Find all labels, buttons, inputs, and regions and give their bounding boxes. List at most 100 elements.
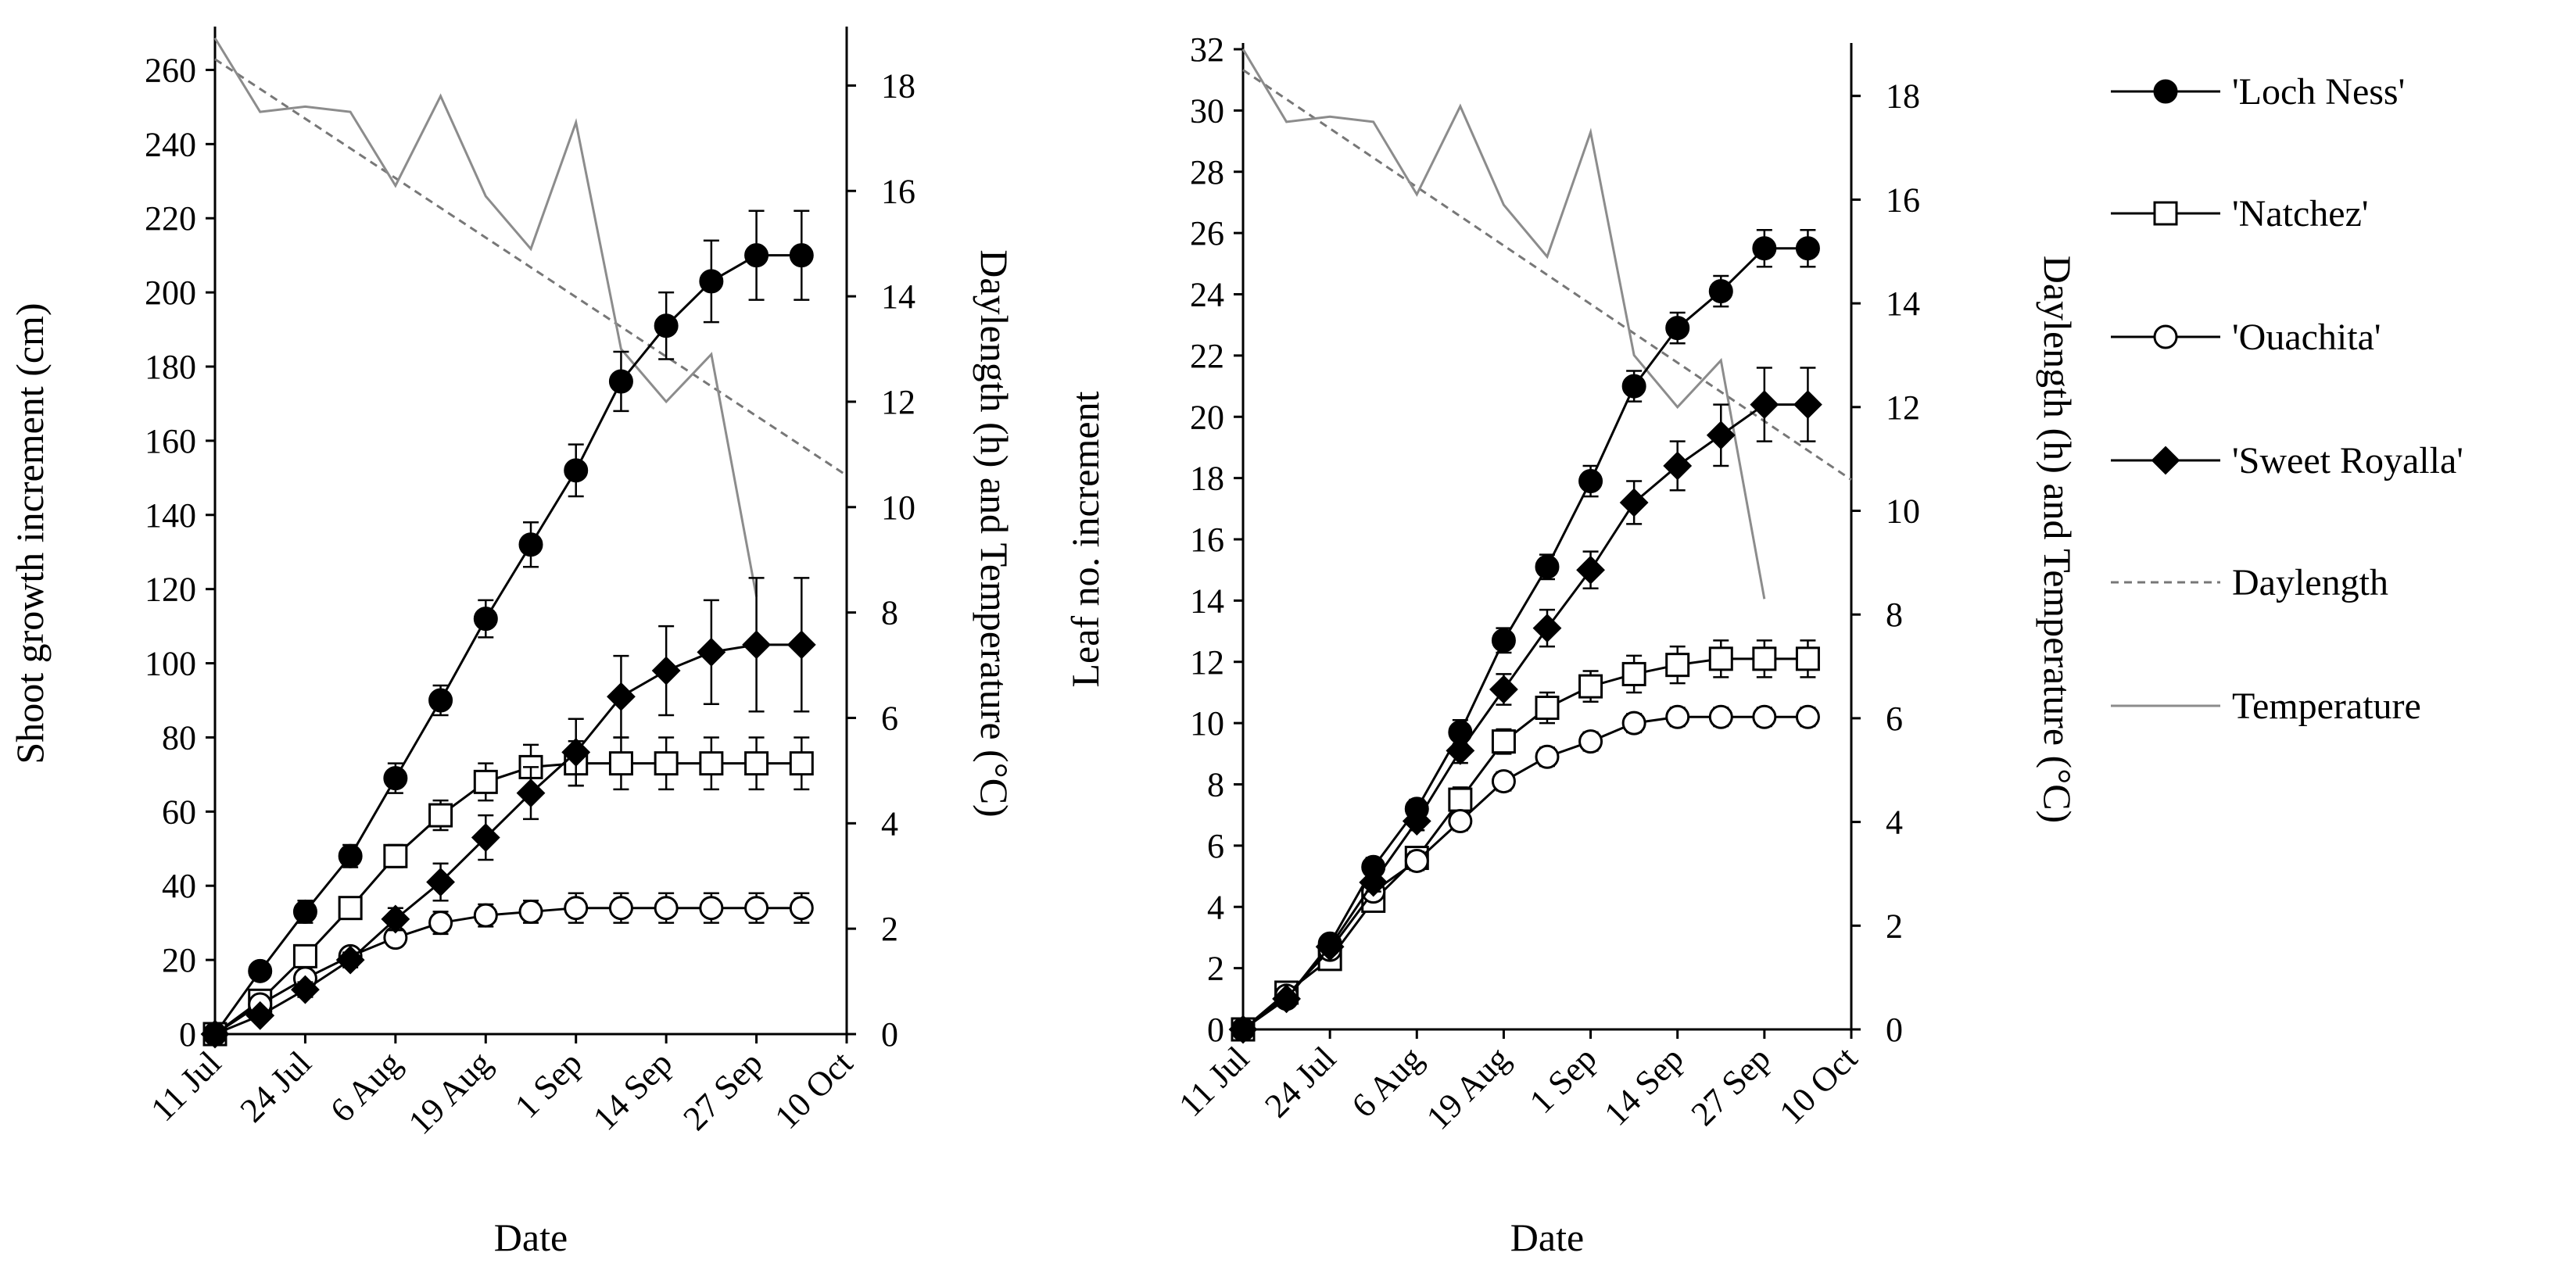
series-filled-circle <box>202 209 814 1047</box>
legend-marker <box>2153 79 2178 104</box>
data-point <box>564 896 589 921</box>
y2-tick-label: 14 <box>1886 285 1920 323</box>
data-point <box>1228 1015 1258 1044</box>
x-tick-label: 27 Sep <box>1684 1039 1778 1133</box>
data-point <box>248 958 273 983</box>
y-tick-label: 12 <box>1190 643 1224 682</box>
series-filled-diamond <box>1228 367 1822 1044</box>
data-point <box>1491 769 1516 794</box>
legend-label: 'Loch Ness' <box>2232 71 2405 113</box>
x-tick-label: 27 Sep <box>675 1043 769 1137</box>
data-point <box>471 823 500 852</box>
data-point <box>1272 984 1301 1014</box>
y2-tick-label: 2 <box>881 910 898 948</box>
daylength-line <box>214 58 847 477</box>
y-tick-label: 260 <box>145 51 196 89</box>
x-tick-label: 19 Aug <box>401 1043 499 1141</box>
x-tick-label: 1 Sep <box>1522 1039 1604 1121</box>
data-point <box>473 769 498 794</box>
data-point <box>1795 704 1820 729</box>
data-point <box>608 896 633 921</box>
data-point <box>608 751 633 776</box>
series-filled-circle <box>1231 228 1820 1042</box>
y2-tick-label: 2 <box>1886 907 1903 945</box>
y-tick-label: 20 <box>162 941 196 979</box>
data-point <box>1708 279 1733 304</box>
data-point <box>789 751 814 776</box>
y-tick-label: 26 <box>1190 214 1224 252</box>
y-tick-label: 180 <box>145 348 196 386</box>
data-point <box>607 682 636 711</box>
y2-tick-label: 12 <box>1886 388 1920 427</box>
data-point <box>654 751 679 776</box>
data-point <box>335 945 365 975</box>
data-point <box>518 899 543 924</box>
y-tick-label: 24 <box>1190 276 1224 314</box>
x-tick-label: 14 Sep <box>586 1043 679 1137</box>
y-tick-label: 60 <box>162 793 196 831</box>
data-point <box>1578 729 1603 754</box>
y-tick-label: 0 <box>1207 1011 1224 1049</box>
x-tick-label: 11 Jul <box>1171 1039 1256 1124</box>
y-tick-label: 22 <box>1190 337 1224 375</box>
legend-label: Daylength <box>2232 562 2388 603</box>
data-point <box>1535 696 1560 721</box>
y-tick-label: 30 <box>1190 91 1224 130</box>
data-point <box>426 868 455 897</box>
y-tick-label: 200 <box>145 274 196 312</box>
data-point <box>608 369 633 394</box>
data-point <box>699 269 724 294</box>
data-point <box>245 1000 275 1030</box>
data-point <box>1665 316 1690 341</box>
data-point <box>1535 554 1560 579</box>
y2-tick-label: 6 <box>881 699 898 737</box>
daylength-line <box>1242 69 1852 481</box>
data-point <box>473 903 498 928</box>
data-point <box>742 630 771 660</box>
y-tick-label: 14 <box>1190 582 1224 620</box>
x-axis-title: Date <box>1510 1215 1584 1259</box>
legend-marker <box>2153 201 2178 226</box>
data-point <box>383 766 408 791</box>
x-tick-label: 14 Sep <box>1597 1039 1691 1133</box>
data-point <box>291 975 320 1004</box>
legend-item: Daylength <box>2111 562 2388 603</box>
data-point <box>699 751 724 776</box>
data-point <box>428 911 453 936</box>
series-open-circle <box>1231 704 1820 1042</box>
data-point <box>1359 868 1388 897</box>
series-open-square <box>202 736 814 1047</box>
legend-marker <box>2153 324 2178 349</box>
y2-tick-label: 8 <box>1886 596 1903 634</box>
data-point <box>1621 374 1646 399</box>
y-axis-title: Shoot growth increment (cm) <box>8 302 52 764</box>
y-tick-label: 32 <box>1190 30 1224 69</box>
data-point <box>1793 390 1822 419</box>
y-tick-label: 40 <box>162 867 196 905</box>
data-point <box>1752 646 1777 671</box>
data-point <box>428 688 453 713</box>
data-point <box>1576 555 1605 585</box>
legend-label: Temperature <box>2232 685 2421 727</box>
y-tick-label: 4 <box>1207 888 1224 926</box>
y-tick-label: 28 <box>1190 153 1224 191</box>
data-point <box>383 843 408 868</box>
data-point <box>1706 421 1736 450</box>
data-point <box>564 458 589 483</box>
data-point <box>428 803 453 828</box>
y-tick-label: 140 <box>145 496 196 535</box>
data-point <box>1491 729 1516 754</box>
left-chart-panel: 0 20 40 60 80 100 120 140 160 180 200 220 240 260 0 2 4 6… <box>8 27 1016 1259</box>
y-tick-label: 160 <box>145 422 196 460</box>
data-point <box>786 630 816 660</box>
legend-item: 'Ouachita' <box>2111 317 2381 358</box>
series-filled-diamond <box>200 577 816 1049</box>
data-point <box>744 751 769 776</box>
data-point <box>1448 787 1473 812</box>
y2-tick-label: 4 <box>881 804 898 843</box>
y-tick-label: 20 <box>1190 398 1224 436</box>
data-point <box>1708 704 1733 729</box>
data-point <box>1665 704 1690 729</box>
data-point <box>744 896 769 921</box>
y2-tick-label: 12 <box>881 383 915 421</box>
